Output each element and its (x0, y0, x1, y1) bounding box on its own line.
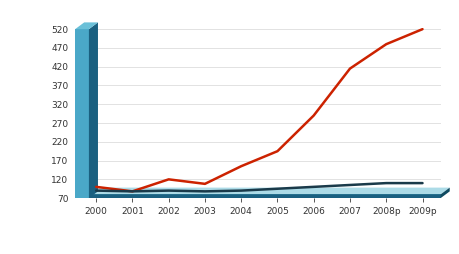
Polygon shape (441, 188, 450, 198)
Polygon shape (75, 194, 441, 198)
Polygon shape (89, 22, 98, 198)
Polygon shape (75, 29, 89, 198)
Polygon shape (75, 188, 450, 194)
Polygon shape (75, 22, 98, 29)
